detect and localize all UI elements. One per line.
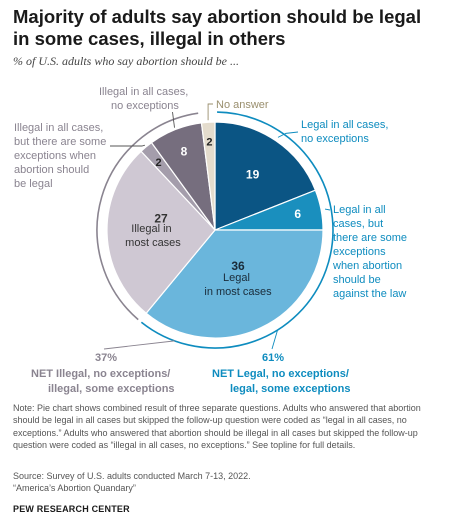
label-illegal-all-no-exceptions-line2: no exceptions [111,100,179,112]
pie-slices [106,121,324,339]
net-illegal-label-line2: illegal, some exceptions [48,383,175,395]
leader-net-legal [271,329,278,350]
value-label-legal-most: 36 [231,259,245,273]
value-label-no-answer: 2 [206,137,212,149]
net-legal-label-line2: legal, some exceptions [230,383,350,395]
chart-subtitle: % of U.S. adults who say abortion should… [13,54,240,68]
inner-label-illegal-most-line2: most cases [125,237,181,249]
leader-net-illegal [103,340,175,350]
slice-illegal-most [106,150,216,315]
inner-label-illegal-most: Illegal in most cases [125,223,181,249]
label-legal-all-some-exceptions-line1: Legal in all [333,204,386,216]
label-legal-all-some-exceptions-line7: against the law [333,288,406,300]
value-label-illegal-most: 27 [154,212,168,226]
label-legal-all-no-exceptions-line1: Legal in all cases, [301,119,388,131]
slice-value-labels: 19 6 36 27 2 8 2 [154,137,301,273]
pie-chart: 19 6 36 27 2 8 2 Illegal in most cases Legal i… [14,86,410,395]
net-legal-label-line1: NET Legal, no exceptions/ [212,368,349,380]
label-legal-all-no-exceptions: Legal in all cases, no exceptions [301,119,392,145]
label-illegal-all-some-exceptions-line3: exceptions when [14,150,96,162]
label-legal-all-some-exceptions-line6: should be [333,274,381,286]
leader-legal-all-no-exceptions [277,131,299,138]
label-illegal-all-some-exceptions-line2: but there are some [14,136,106,148]
chart-note: Note: Pie chart shows combined result of… [13,403,421,450]
chart-source: Source: Survey of U.S. adults conducted … [13,471,251,481]
inner-label-illegal-most-line1: Illegal in [131,223,171,235]
label-legal-all-some-exceptions-line3: there are some [333,232,407,244]
net-legal-label: 61% NET Legal, no exceptions/ legal, som… [212,352,352,395]
label-illegal-all-some-exceptions: Illegal in all cases, but there are some… [14,122,109,190]
label-no-answer-line1: No answer [216,99,269,111]
label-no-answer: No answer [216,99,269,111]
leader-illegal-all-some-exceptions [110,144,145,147]
brand-logo: PEW RESEARCH CENTER [13,504,130,514]
net-illegal-label: 37% NET Illegal, no exceptions/ illegal,… [31,352,175,395]
label-legal-all-some-exceptions-line4: exceptions [333,246,386,258]
label-illegal-all-no-exceptions: Illegal in all cases, no exceptions [99,86,191,112]
slice-legal-all-no-exceptions [214,121,317,231]
net-illegal-label-line1: NET Illegal, no exceptions/ [31,368,170,380]
net-arcs [96,111,334,349]
label-legal-all-some-exceptions-line5: when abortion [332,260,402,272]
label-legal-all-some-exceptions-line2: cases, but [333,218,383,230]
leader-no-answer [207,103,213,121]
inner-label-legal-most-line1: Legal [223,272,250,284]
label-illegal-all-some-exceptions-line5: be legal [14,178,53,190]
leader-legal-all-some-exceptions [324,208,331,211]
label-legal-all-some-exceptions: Legal in all cases, but there are some e… [332,204,410,300]
value-label-illegal-all-some-exceptions: 2 [155,157,161,169]
net-legal-value: 61% [262,352,284,364]
label-illegal-all-no-exceptions-line1: Illegal in all cases, [99,86,188,98]
label-legal-all-no-exceptions-line2: no exceptions [301,133,369,145]
inner-label-legal-most: Legal in most cases [204,272,272,298]
chart-title: Majority of adults say abortion should b… [13,6,422,49]
value-label-legal-all-some-exceptions: 6 [294,207,301,221]
slice-legal-most [145,229,324,339]
inner-label-legal-most-line2: in most cases [204,286,272,298]
leader-lines [103,103,331,350]
net-illegal-value: 37% [95,352,117,364]
leader-illegal-all-no-exceptions [172,111,175,128]
value-label-illegal-all-no-exceptions: 8 [181,145,188,159]
net-legal-arc [140,111,334,349]
label-illegal-all-some-exceptions-line4: abortion should [14,164,89,176]
slice-no-answer [200,121,216,231]
label-illegal-all-some-exceptions-line1: Illegal in all cases, [14,122,103,134]
value-label-legal-all-no-exceptions: 19 [246,168,260,182]
net-illegal-arc [96,112,199,321]
report-title: “America’s Abortion Quandary” [13,483,136,493]
